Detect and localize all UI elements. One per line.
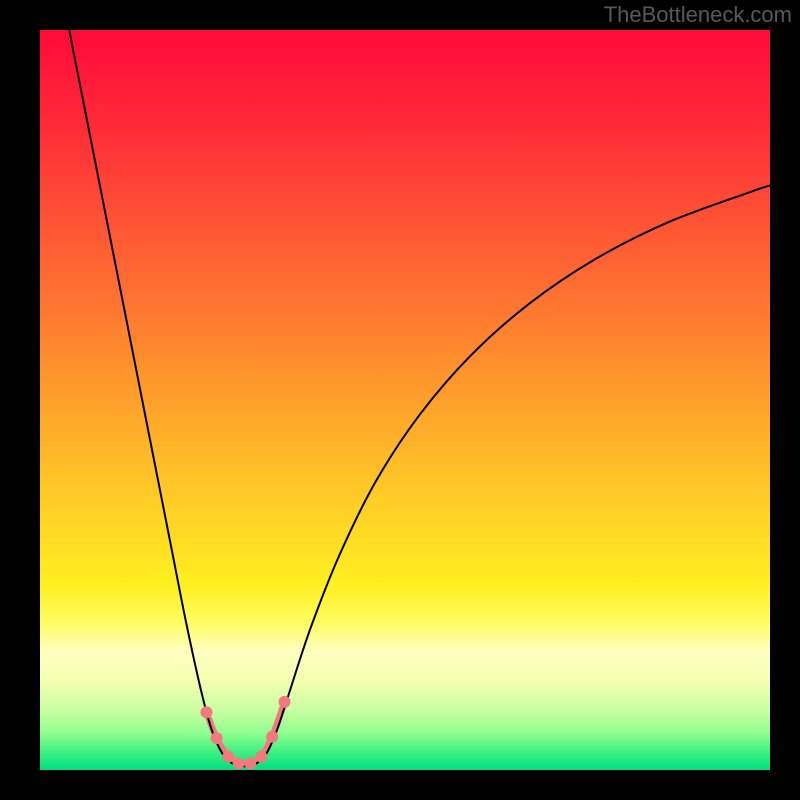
watermark-text: TheBottleneck.com bbox=[604, 2, 792, 28]
marker-dot bbox=[279, 696, 291, 708]
marker-dot bbox=[200, 706, 212, 718]
marker-dot bbox=[266, 731, 278, 743]
plot-background bbox=[40, 30, 770, 770]
chart-container: TheBottleneck.com bbox=[0, 0, 800, 800]
marker-dot bbox=[233, 757, 245, 769]
marker-dot bbox=[222, 751, 234, 763]
marker-dot bbox=[211, 732, 223, 744]
marker-dot bbox=[255, 751, 267, 763]
bottleneck-chart bbox=[0, 0, 800, 800]
marker-dot bbox=[244, 757, 256, 769]
